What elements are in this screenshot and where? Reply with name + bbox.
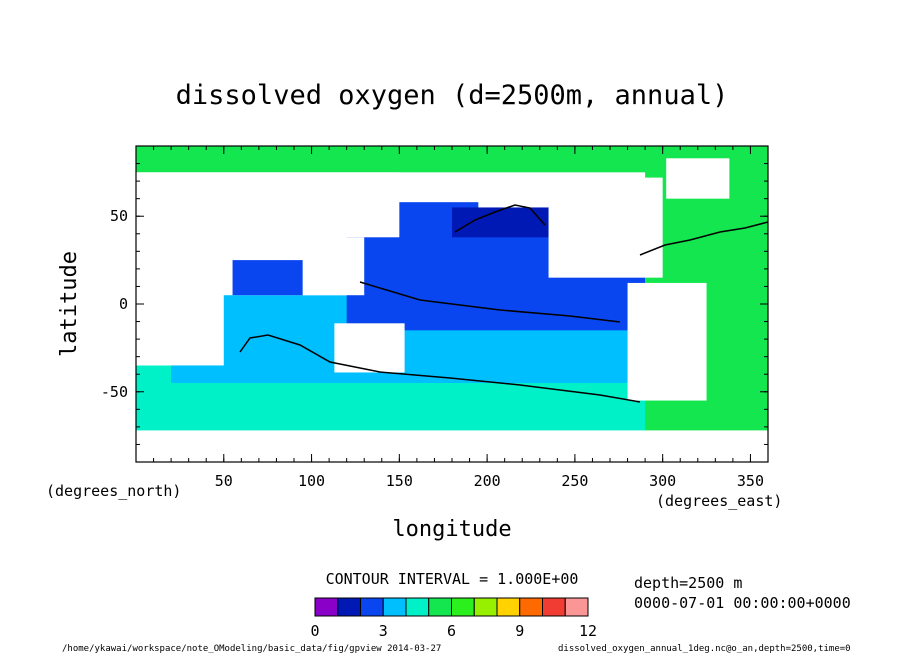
y-tick-label: 50 [110,207,128,225]
land-asia-south [302,237,365,296]
x-tick-label: 100 [298,472,325,490]
contour-interval: CONTOUR INTERVAL = 1.000E+00 [326,570,579,588]
colorbar-swatch [405,597,430,617]
colorbar-tick-label: 12 [579,622,597,640]
colorbar-swatch [314,597,339,617]
x-tick-label: 350 [737,472,764,490]
y-tick-label: 0 [119,295,128,313]
land-south-america [627,282,707,401]
y-axis-ticks: 50 0 -50 [101,163,768,445]
land-greenland [666,158,730,199]
contour-line-equatorial [359,281,621,323]
colorbar-swatch [360,597,384,617]
x-axis-label: longitude [392,517,511,542]
plot-area: 50 100 150 200 250 300 350 50 0 -50 [101,145,769,490]
contour-line-atlantic [639,221,769,256]
colorbar-swatch [382,597,407,617]
colorbar-tick-label: 6 [447,622,456,640]
colorbar-swatch [564,597,589,617]
colorbar-swatch [451,597,475,617]
x-tick-label: 300 [649,472,676,490]
region-north-indian-ocean [232,260,303,296]
region-north-pacific-low [452,207,549,238]
x-axis-ticks: 50 100 150 200 250 300 350 [153,146,764,490]
colorbar-swatch [519,597,543,617]
colorbar: 0 3 6 9 12 [310,597,597,640]
depth-info: depth=2500 m [634,574,742,592]
land-antarctica [136,430,768,462]
x-tick-label: 150 [386,472,413,490]
footer-file: dissolved_oxygen_annual_1deg.nc@o_an,dep… [558,644,851,654]
footer-path: /home/ykawai/workspace/note_OModeling/ba… [62,644,441,654]
y-axis-label: latitude [57,251,82,357]
x-tick-label: 250 [561,472,588,490]
colorbar-tick-label: 0 [310,622,319,640]
colorbar-tick-label: 3 [379,622,388,640]
land-australia [334,323,405,373]
colorbar-swatch [496,597,521,617]
time-info: 0000-07-01 00:00:00+0000 [634,594,851,612]
land-north-america-west [478,177,549,208]
contour-line-north-pacific [454,204,546,233]
colorbar-swatch [428,597,452,617]
land-africa [136,239,224,366]
y-axis-units: (degrees_north) [46,482,181,500]
colorbar-swatch [337,597,361,617]
colorbar-tick-label: 9 [515,622,524,640]
y-tick-label: -50 [101,383,128,401]
contour-lines [239,204,769,403]
chart-title: dissolved oxygen (d=2500m, annual) [176,80,729,111]
x-tick-label: 50 [215,472,233,490]
colorbar-swatch [473,597,498,617]
land-europe-asia [136,172,400,238]
land-north-america [548,177,663,278]
contour-line-south-pacific [239,334,641,403]
x-tick-label: 200 [474,472,501,490]
x-axis-units: (degrees_east) [656,492,782,510]
colorbar-swatch [542,597,566,617]
